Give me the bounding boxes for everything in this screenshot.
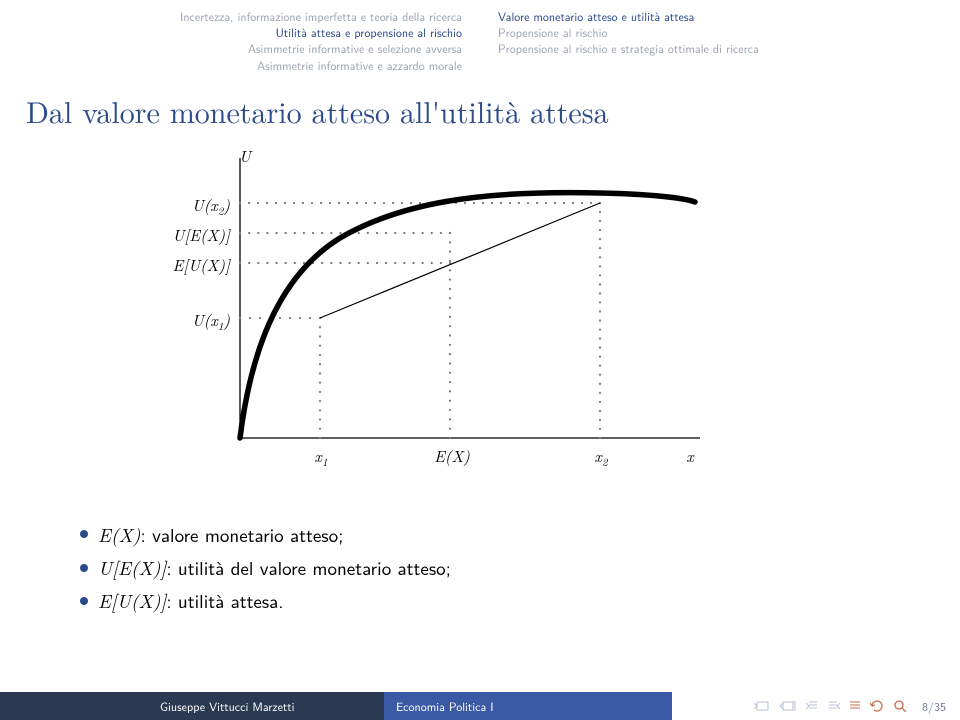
page-number: 8/35 [922, 697, 946, 715]
bullet-1-lead: U[E(X)] [98, 554, 166, 581]
x-tick-1: E(X) [422, 444, 482, 467]
header-sections-left: Incertezza, informazione imperfetta e te… [20, 8, 480, 73]
x-axis-label: x [680, 444, 700, 467]
bullet-2-rest: : utilità attesa. [166, 586, 283, 614]
x-tick-2: x2 [586, 444, 616, 470]
slide-title: Dal valore monetario atteso all'utilità … [0, 79, 960, 138]
header-left-3[interactable]: Asimmetrie informative e azzardo morale [20, 57, 462, 73]
y-tick-2: E[U(X)] [140, 253, 230, 276]
bullet-dot-icon [80, 564, 88, 572]
nav-lines-icon[interactable] [850, 701, 860, 711]
nav-prev-section-icon[interactable] [754, 701, 770, 711]
footer-author: Giuseppe Vittucci Marzetti [0, 692, 384, 720]
y-tick-3: U(x1) [140, 308, 230, 334]
x-tick-0: x1 [306, 444, 336, 470]
header-subsections-right: Valore monetario atteso e utilità attesa… [480, 8, 940, 73]
nav-next-slide-icon[interactable] [828, 701, 840, 711]
slide-footer: Giuseppe Vittucci Marzetti Economia Poli… [0, 692, 960, 720]
header-left-1[interactable]: Utilità attesa e propensione al rischio [20, 24, 462, 40]
bullet-0: E(X): valore monetario atteso; [80, 518, 451, 551]
footer-course: Economia Politica I [384, 692, 672, 720]
bullet-0-lead: E(X) [98, 521, 141, 548]
y-tick-1: U[E(X)] [140, 223, 230, 246]
utility-chart: U U(x2) U[E(X)] E[U(X)] U(x1) x1 E(X) x2… [140, 148, 700, 473]
bullet-2-lead: E[U(X)] [98, 587, 166, 614]
nav-next-section-icon[interactable] [780, 701, 796, 711]
header-left-0[interactable]: Incertezza, informazione imperfetta e te… [20, 8, 462, 24]
bullet-list: E(X): valore monetario atteso; U[E(X)]: … [80, 518, 451, 618]
bullet-1-rest: : utilità del valore monetario atteso; [166, 553, 451, 581]
header-right-0[interactable]: Valore monetario atteso e utilità attesa [498, 8, 940, 24]
y-axis-label: U [200, 144, 290, 167]
bullet-dot-icon [80, 530, 88, 538]
header-right-1[interactable]: Propensione al rischio [498, 24, 940, 40]
bullet-2: E[U(X)]: utilità attesa. [80, 584, 451, 617]
header-left-2[interactable]: Asimmetrie informative e selezione avver… [20, 40, 462, 56]
bullet-1: U[E(X)]: utilità del valore monetario at… [80, 551, 451, 584]
slide-header: Incertezza, informazione imperfetta e te… [0, 0, 960, 79]
bullet-0-rest: : valore monetario atteso; [141, 520, 344, 548]
nav-search-icon[interactable] [894, 700, 906, 712]
footer-nav: 8/35 [672, 692, 960, 720]
header-right-2[interactable]: Propensione al rischio e strategia ottim… [498, 40, 940, 56]
slide: Incertezza, informazione imperfetta e te… [0, 0, 960, 720]
bullet-dot-icon [80, 597, 88, 605]
y-tick-0: U(x2) [140, 193, 230, 219]
nav-prev-slide-icon[interactable] [806, 701, 818, 711]
nav-back-icon[interactable] [870, 700, 884, 712]
slide-body: U U(x2) U[E(X)] E[U(X)] U(x1) x1 E(X) x2… [0, 138, 960, 720]
